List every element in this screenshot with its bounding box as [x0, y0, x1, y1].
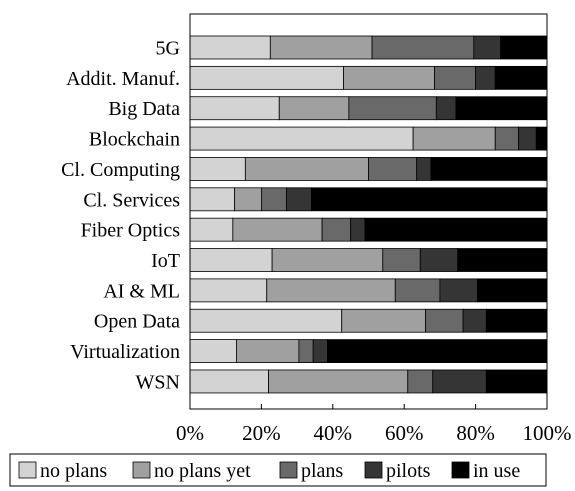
bar-big-data-pilots — [435, 96, 457, 121]
bar-virtualization-no-plans-yet — [236, 339, 300, 364]
plot-frame — [189, 13, 548, 410]
bar-open-data-no-plans — [189, 308, 343, 333]
legend: no plans no plans yet plans pilots in use — [9, 453, 547, 487]
bar-virtualization-pilots — [312, 339, 328, 364]
bar-fiber-optics-plans — [321, 217, 352, 242]
bar-fiber-optics-no-plans-yet — [232, 217, 323, 242]
bar-wsn-plans — [407, 369, 434, 394]
bar-blockchain-pilots — [518, 126, 537, 151]
bar-wsn-pilots — [432, 369, 487, 394]
bar-ai-ml-plans — [394, 278, 441, 303]
x-tick-label: 80% — [456, 421, 495, 445]
legend-label-no-plans-yet: no plans yet — [154, 460, 251, 482]
legend-swatch-no-plans-yet — [132, 461, 151, 479]
category-label: IoT — [151, 250, 180, 272]
legend-swatch-plans — [279, 461, 298, 479]
bar-addit-manuf-plans — [434, 65, 477, 90]
bar-blockchain-in-use — [535, 126, 548, 151]
bar-5g-in-use — [500, 35, 548, 60]
bar-cl-computing-no-plans — [189, 157, 246, 181]
bar-big-data-plans — [348, 96, 437, 121]
bar-cl-services-plans — [260, 187, 287, 212]
category-label: Cl. Computing — [61, 159, 180, 181]
category-label: WSN — [136, 371, 180, 393]
x-tick-label: 60% — [385, 421, 424, 445]
bar-ai-ml-no-plans-yet — [266, 278, 396, 303]
legend-label-pilots: pilots — [386, 460, 431, 482]
bar-blockchain-plans — [494, 126, 519, 151]
bar-big-data-in-use — [455, 96, 548, 121]
bar-fiber-optics-in-use — [364, 217, 548, 242]
category-label: Virtualization — [70, 341, 180, 363]
bar-open-data-pilots — [462, 308, 487, 333]
bar-wsn-in-use — [485, 369, 548, 394]
category-label: Cl. Services — [83, 189, 180, 211]
bar-cl-services-in-use — [310, 187, 548, 212]
bar-cl-computing-in-use — [430, 157, 548, 181]
category-label: 5G — [156, 38, 180, 60]
legend-swatch-pilots — [364, 461, 383, 479]
bar-big-data-no-plans-yet — [278, 96, 350, 121]
bar-virtualization-no-plans — [189, 339, 237, 364]
bar-blockchain-no-plans-yet — [412, 126, 496, 151]
bar-blockchain-no-plans — [189, 126, 414, 151]
bar-cl-computing-plans — [368, 157, 418, 181]
x-tick-label: 20% — [242, 421, 281, 445]
bar-addit-manuf-no-plans — [189, 65, 344, 90]
bar-open-data-in-use — [485, 308, 548, 333]
bar-iot-pilots — [419, 248, 459, 272]
legend-label-no-plans: no plans — [40, 460, 107, 482]
x-tick-label: 100% — [523, 421, 572, 445]
bar-open-data-no-plans-yet — [341, 308, 427, 333]
bar-addit-manuf-no-plans-yet — [343, 65, 435, 90]
bar-iot-no-plans-yet — [271, 248, 384, 272]
bar-5g-pilots — [473, 35, 501, 60]
category-label: AI & ML — [103, 280, 180, 302]
bar-5g-no-plans — [189, 35, 271, 60]
bar-iot-plans — [382, 248, 421, 272]
bar-big-data-no-plans — [189, 96, 280, 121]
bar-ai-ml-pilots — [439, 278, 478, 303]
bar-addit-manuf-pilots — [475, 65, 496, 90]
bar-cl-computing-pilots — [416, 157, 432, 181]
bar-cl-computing-no-plans-yet — [244, 157, 369, 181]
bar-iot-in-use — [457, 248, 548, 272]
bar-addit-manuf-in-use — [494, 65, 548, 90]
legend-label-in-use: in use — [473, 460, 520, 482]
x-tick-label: 40% — [314, 421, 353, 445]
category-label: Big Data — [108, 98, 180, 120]
legend-swatch-in-use — [451, 461, 470, 479]
bar-virtualization-plans — [298, 339, 314, 364]
bar-5g-no-plans-yet — [269, 35, 373, 60]
bar-ai-ml-in-use — [476, 278, 548, 303]
legend-label-plans: plans — [301, 460, 343, 482]
bar-open-data-plans — [425, 308, 464, 333]
bar-fiber-optics-no-plans — [189, 217, 234, 242]
bar-wsn-no-plans-yet — [268, 369, 409, 394]
bar-ai-ml-no-plans — [189, 278, 268, 303]
bar-cl-services-no-plans-yet — [234, 187, 262, 212]
bar-iot-no-plans — [189, 248, 273, 272]
category-label: Open Data — [94, 311, 180, 333]
bar-virtualization-in-use — [327, 339, 548, 364]
bar-wsn-no-plans — [189, 369, 269, 394]
x-axis-ticks: 0% 20% 40% 60% 80% 100% — [176, 404, 572, 445]
bar-cl-services-pilots — [285, 187, 312, 212]
category-labels: 5G Addit. Manuf. Big Data Blockchain Cl. Com… — [61, 38, 180, 394]
bar-fiber-optics-pilots — [350, 217, 366, 242]
bar-5g-plans — [371, 35, 475, 60]
category-label: Fiber Optics — [81, 220, 181, 242]
bars-group — [189, 35, 548, 394]
legend-swatch-no-plans — [18, 461, 37, 479]
x-tick-label: 0% — [176, 421, 204, 445]
category-label: Blockchain — [89, 129, 180, 151]
bar-cl-services-no-plans — [189, 187, 236, 212]
category-label: Addit. Manuf. — [66, 68, 180, 90]
